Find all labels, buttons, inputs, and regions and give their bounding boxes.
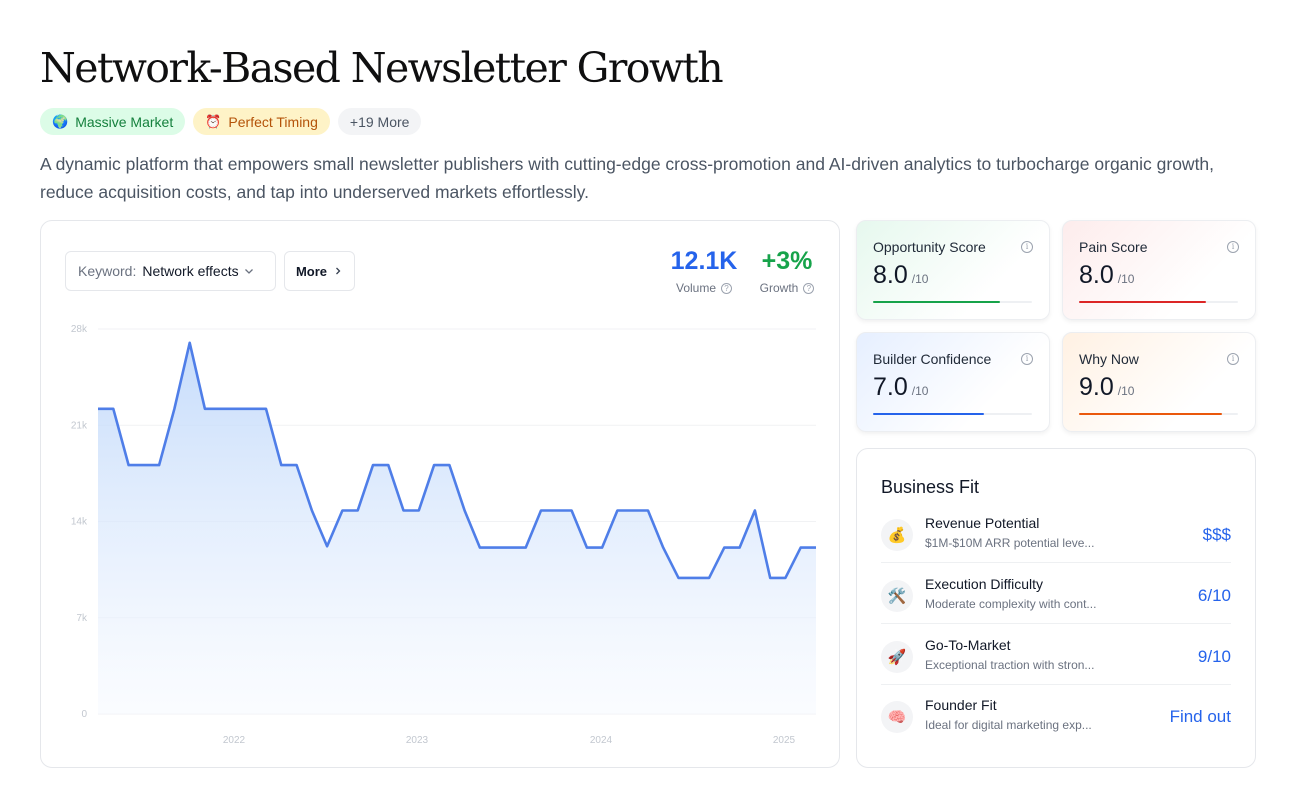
score-progress-fill [873, 301, 1001, 303]
keyword-label: Keyword: [78, 263, 137, 279]
keyword-value: Network effects [142, 263, 239, 279]
pain-score-card[interactable]: Pain Score i 8.0/10 [1062, 220, 1256, 320]
score-denominator: /10 [1117, 384, 1135, 398]
fit-row-name: Founder Fit [925, 697, 997, 713]
tag-more[interactable]: +19 More [337, 108, 422, 135]
score-title: Opportunity Score [873, 239, 986, 255]
score-progress-track [1079, 413, 1238, 415]
fit-row-subtitle: Exceptional traction with stron... [925, 658, 1095, 672]
trend-chart-card: Keyword: Network effects More 12.1K Volu… [40, 220, 840, 768]
fit-row-execution-difficulty[interactable]: 🛠️ Execution Difficulty Moderate complexit… [881, 576, 1231, 624]
row-divider [881, 562, 1231, 563]
score-title: Why Now [1079, 351, 1139, 367]
score-value: 7.0/10 [873, 373, 928, 402]
why-now-card[interactable]: Why Now i 9.0/10 [1062, 332, 1256, 432]
score-title: Builder Confidence [873, 351, 992, 367]
growth-label: Growth [759, 281, 799, 295]
find-out-link[interactable]: Find out [1169, 707, 1231, 726]
score-denominator: /10 [911, 272, 929, 286]
score-progress-track [873, 301, 1032, 303]
score-progress-fill [1079, 413, 1223, 415]
score-value: 9.0/10 [1079, 373, 1134, 402]
tag-massive-market[interactable]: 🌍 Massive Market [40, 108, 186, 135]
volume-stat: 12.1K Volume? [669, 245, 739, 295]
row-divider [881, 684, 1231, 685]
more-button[interactable]: More [284, 251, 355, 291]
info-icon[interactable]: i [1021, 353, 1033, 365]
info-icon[interactable]: i [1021, 241, 1033, 253]
score-number: 9.0 [1079, 373, 1114, 401]
row-divider [881, 623, 1231, 624]
keyword-select[interactable]: Keyword: Network effects [65, 251, 276, 291]
score-denominator: /10 [911, 384, 929, 398]
score-title: Pain Score [1079, 239, 1148, 255]
score-progress-track [1079, 301, 1238, 303]
page-title: Network-Based Newsletter Growth [40, 44, 724, 92]
fit-row-value: 6/10 [1197, 586, 1231, 605]
tag-label: Perfect Timing [228, 113, 318, 130]
score-denominator: /10 [1117, 272, 1135, 286]
opportunity-score-card[interactable]: Opportunity Score i 8.0/10 [856, 220, 1050, 320]
fit-row-subtitle: $1M-$10M ARR potential leve... [925, 536, 1095, 550]
y-tick-label: 0 [81, 709, 87, 720]
score-number: 7.0 [873, 373, 908, 401]
fit-row-name: Go-To-Market [925, 637, 1011, 653]
y-tick-label: 21k [71, 420, 88, 431]
fit-row-go-to-market[interactable]: 🚀 Go-To-Market Exceptional traction with s… [881, 637, 1231, 685]
more-label: More [295, 263, 328, 279]
help-icon[interactable]: ? [803, 282, 815, 294]
y-tick-label: 7k [76, 613, 88, 624]
score-progress-fill [873, 413, 985, 415]
fit-row-subtitle: Ideal for digital marketing exp... [925, 718, 1092, 732]
score-number: 8.0 [1079, 261, 1114, 289]
x-tick-label: 2024 [590, 735, 613, 746]
fit-row-value: $$$ [1202, 525, 1231, 544]
x-tick-label: 2022 [223, 735, 246, 746]
fit-row-name: Execution Difficulty [925, 576, 1044, 592]
score-progress-fill [1079, 301, 1207, 303]
info-icon[interactable]: i [1227, 353, 1239, 365]
volume-value: 12.1K [670, 247, 738, 275]
tag-perfect-timing[interactable]: ⏰ Perfect Timing [193, 108, 330, 135]
brain-icon: 🧠 [881, 701, 913, 733]
money-bag-icon: 💰 [881, 519, 913, 551]
volume-label: Volume [675, 281, 717, 295]
rocket-icon: 🚀 [881, 641, 913, 673]
builder-confidence-card[interactable]: Builder Confidence i 7.0/10 [856, 332, 1050, 432]
alarm-clock-icon: ⏰ [205, 113, 222, 129]
score-value: 8.0/10 [1079, 261, 1134, 290]
help-icon[interactable]: ? [721, 282, 733, 294]
chevron-down-icon [244, 269, 253, 274]
tag-label: +19 More [349, 113, 410, 130]
tools-icon: 🛠️ [881, 580, 913, 612]
business-fit-card: Business Fit 💰 Revenue Potential $1M-$10M … [856, 448, 1256, 768]
tag-list: 🌍 Massive Market ⏰ Perfect Timing +19 Mo… [40, 108, 422, 135]
fit-row-founder-fit[interactable]: 🧠 Founder Fit Ideal for digital marketing … [881, 697, 1231, 745]
trend-chart: 0 7k 14k 21k 28k 2022 2023 2024 2025 [71, 324, 816, 746]
x-tick-label: 2025 [773, 735, 796, 746]
score-progress-track [873, 413, 1032, 415]
info-icon[interactable]: i [1227, 241, 1239, 253]
tag-label: Massive Market [75, 113, 174, 130]
fit-row-subtitle: Moderate complexity with cont... [925, 597, 1097, 611]
score-number: 8.0 [873, 261, 908, 289]
description: A dynamic platform that empowers small n… [40, 154, 1215, 202]
fit-row-name: Revenue Potential [925, 515, 1040, 531]
y-tick-label: 14k [71, 517, 88, 528]
growth-stat: +3% Growth? [756, 245, 818, 295]
series-area [98, 342, 816, 714]
growth-value: +3% [761, 247, 813, 275]
business-fit-title: Business Fit [881, 477, 980, 497]
fit-row-value: 9/10 [1197, 647, 1231, 666]
score-value: 8.0/10 [873, 261, 928, 290]
globe-icon: 🌍 [52, 113, 69, 129]
chevron-right-icon [336, 267, 341, 275]
series-line [98, 341, 816, 580]
y-tick-label: 28k [71, 324, 88, 335]
x-tick-label: 2023 [406, 735, 429, 746]
fit-row-revenue-potential[interactable]: 💰 Revenue Potential $1M-$10M ARR potential… [881, 515, 1231, 563]
